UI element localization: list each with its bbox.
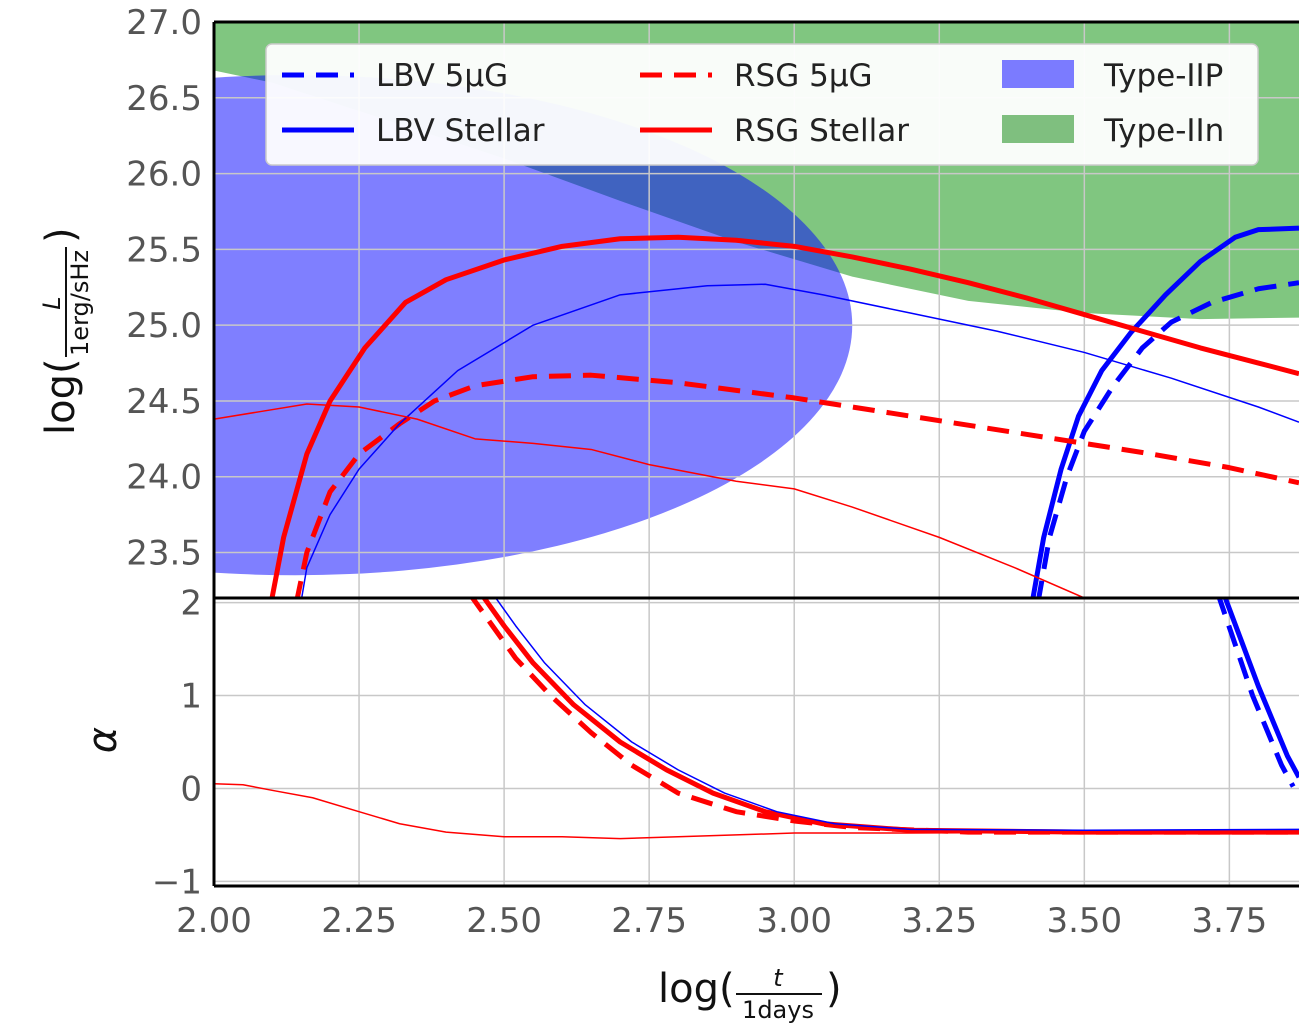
legend-label: LBV Stellar [376, 113, 545, 149]
xtick-label: 2.25 [321, 901, 397, 941]
xtick-label: 2.75 [611, 901, 687, 941]
top-ytick-label: 26.0 [126, 155, 202, 195]
bottom-series-unlabeled-2 [494, 598, 1299, 832]
top-series-rsg-5-g [294, 372, 1299, 598]
legend-label: Type-IIP [1103, 58, 1223, 94]
legend-label: RSG Stellar [734, 113, 909, 149]
legend-item-lbv-5-g: LBV 5μG [282, 58, 508, 94]
legend-item-type-iin: Type-IIn [1002, 113, 1224, 149]
xtick-label: 3.25 [901, 901, 977, 941]
top-ylabel-den: 1erg/sHz [66, 250, 94, 356]
bottom-series-rsg-5-g [469, 598, 1299, 835]
legend-label: LBV 5μG [376, 58, 508, 94]
top-series-lbv-stellar [1030, 225, 1299, 598]
bottom-series-rsg-stellar [481, 598, 1299, 835]
bottom-series-unlabeled-5 [214, 783, 1299, 840]
top-ytick-label: 24.5 [126, 382, 202, 422]
legend-item-type-iip: Type-IIP [1002, 58, 1223, 94]
xlabel-suffix: ) [826, 966, 842, 1012]
legend-label: RSG 5μG [734, 58, 873, 94]
top-ytick-label: 26.5 [126, 79, 202, 119]
bottom-ytick-label: −1 [152, 862, 202, 902]
bottom-panel: −1 0 1 2 2.00 2.25 2.50 2.75 3.00 3.25 3.50 3.75 [152, 584, 1299, 941]
top-ytick-label: 27.0 [126, 3, 202, 43]
xlabel-prefix: log( [658, 966, 735, 1012]
legend: LBV 5μG RSG 5μG Type-IIP LBV Stellar RSG Ste… [265, 43, 1259, 166]
top-ylabel-num: L [38, 296, 66, 309]
xtick-label: 3.00 [756, 901, 832, 941]
legend-item-lbv-stellar: LBV Stellar [282, 113, 545, 149]
bottom-ytick-label: 2 [180, 584, 202, 624]
xtick-label: 3.75 [1192, 901, 1268, 941]
top-ytick-label: 25.5 [126, 230, 202, 270]
bottom-ytick-label: 0 [180, 769, 202, 809]
legend-item-rsg-5-g: RSG 5μG [640, 58, 873, 94]
bottom-series-lbv-stellar [1222, 598, 1299, 779]
bottom-ylabel: α [80, 727, 126, 753]
top-ylabel-prefix: log( [38, 358, 84, 435]
legend-item-rsg-stellar: RSG Stellar [640, 113, 909, 149]
top-ytick-label: 23.5 [126, 534, 202, 574]
xlabel: log( t 1days ) [658, 964, 842, 1024]
top-series-lbv-5-g [1036, 280, 1299, 598]
top-series-unlabeled-4 [300, 283, 1299, 598]
top-ylabel-suffix: ) [38, 227, 84, 243]
bottom-plot-area [214, 598, 1299, 886]
xtick-label: 3.50 [1046, 901, 1122, 941]
bottom-series-lbv-5-g [1216, 598, 1296, 788]
legend-swatch [1002, 60, 1074, 88]
xtick-label: 2.00 [176, 901, 252, 941]
xlabel-num: t [773, 964, 784, 992]
top-ytick-label: 24.0 [126, 458, 202, 498]
legend-swatch [1002, 115, 1074, 143]
top-series-rsg-stellar [269, 234, 1299, 598]
legend-label: Type-IIn [1103, 113, 1224, 149]
xtick-label: 2.50 [466, 901, 542, 941]
xlabel-den: 1days [742, 996, 814, 1024]
top-ylabel: log( L 1erg/sHz ) [38, 227, 94, 435]
top-ytick-label: 25.0 [126, 306, 202, 346]
top-series-unlabeled-5 [214, 403, 1085, 598]
bottom-ytick-label: 1 [180, 677, 202, 717]
